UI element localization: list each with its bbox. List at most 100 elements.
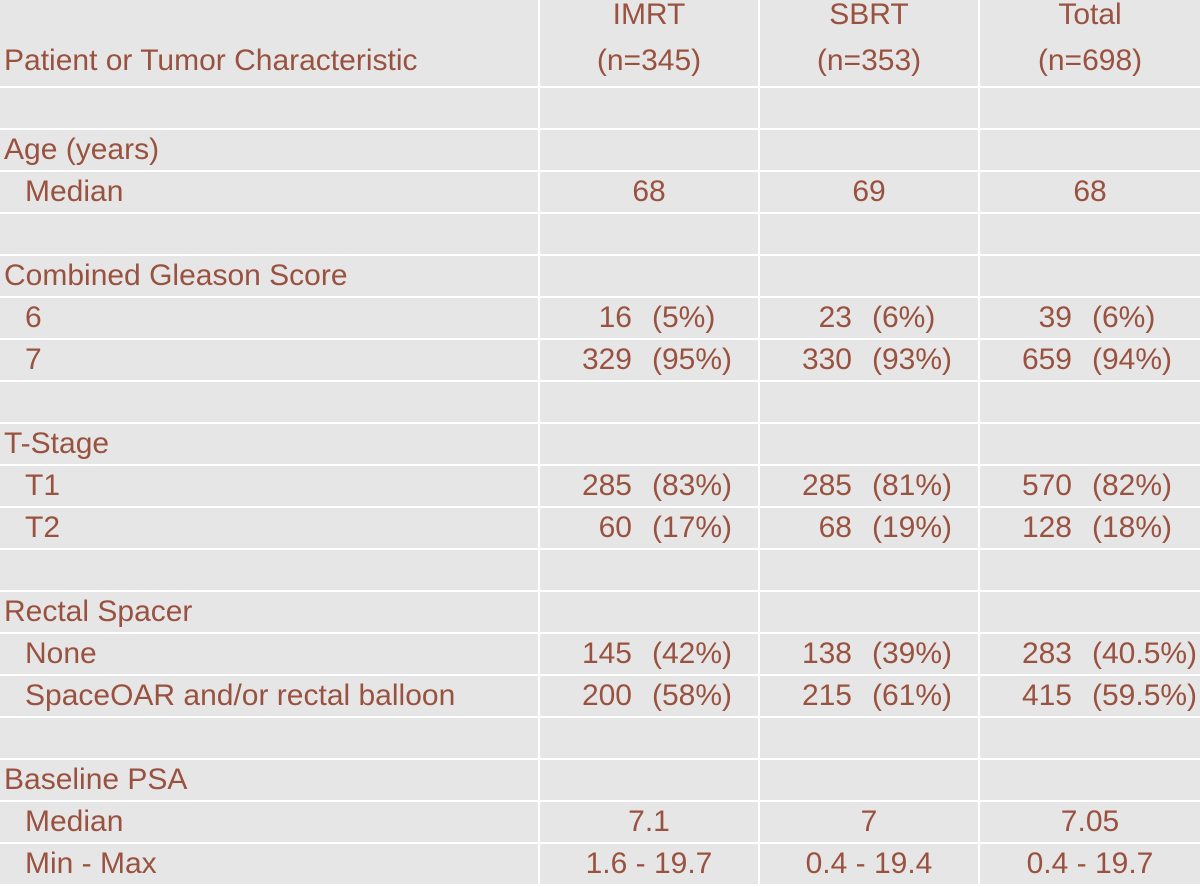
- blank-cell: [540, 88, 758, 128]
- blank-cell: [980, 382, 1200, 422]
- blank-cell: [760, 88, 978, 128]
- count: 23: [818, 301, 852, 334]
- blank-cell: [760, 130, 978, 170]
- count: 415: [1021, 679, 1072, 712]
- column-name: IMRT: [612, 0, 686, 31]
- header-text: Patient or Tumor Characteristic: [4, 44, 418, 77]
- value-cell: 415 (59.5%): [980, 676, 1200, 716]
- count: 200: [581, 679, 632, 712]
- percent: (82%): [1092, 469, 1173, 502]
- value-cell: 60 (17%): [540, 508, 758, 548]
- value-cell: 145 (42%): [540, 634, 758, 674]
- column-n: (n=345): [596, 44, 702, 77]
- row-label: Min - Max: [0, 844, 538, 884]
- count: 329: [581, 343, 632, 376]
- blank-cell: [540, 130, 758, 170]
- count: 60: [598, 511, 632, 544]
- value-cell: 7.1: [540, 802, 758, 842]
- percent: (58%): [652, 679, 733, 712]
- percent: (6%): [1092, 301, 1156, 334]
- row-label: 6: [0, 298, 538, 338]
- row-label: T2: [0, 508, 538, 548]
- value-cell: 128 (18%): [980, 508, 1200, 548]
- count: 659: [1021, 343, 1072, 376]
- percent: (95%): [652, 343, 733, 376]
- value-cell: 0.4 - 19.7: [980, 844, 1200, 884]
- value-cell: 283 (40.5%): [980, 634, 1200, 674]
- blank-cell: [540, 382, 758, 422]
- value-cell: 7.05: [980, 802, 1200, 842]
- column-n: (n=698): [1037, 44, 1143, 77]
- value-cell: 0.4 - 19.4: [760, 844, 978, 884]
- percent: (19%): [872, 511, 953, 544]
- value-cell: 68: [980, 172, 1200, 212]
- value-cell: 329 (95%): [540, 340, 758, 380]
- count: 570: [1021, 469, 1072, 502]
- blank-cell: [540, 256, 758, 296]
- value-cell: 330 (93%): [760, 340, 978, 380]
- blank-cell: [980, 550, 1200, 590]
- blank-cell: [980, 130, 1200, 170]
- header-cell: Total (n=698): [980, 0, 1200, 86]
- percent: (6%): [872, 301, 936, 334]
- percent: (59.5%): [1092, 679, 1198, 712]
- section-title: Baseline PSA: [0, 760, 538, 800]
- count: 285: [801, 469, 852, 502]
- blank-cell: [0, 214, 538, 254]
- percent: (17%): [652, 511, 733, 544]
- count: 68: [818, 511, 852, 544]
- blank-cell: [540, 214, 758, 254]
- value-cell: 285 (81%): [760, 466, 978, 506]
- row-label: Median: [0, 172, 538, 212]
- value-cell: 68: [540, 172, 758, 212]
- blank-cell: [980, 88, 1200, 128]
- blank-cell: [760, 592, 978, 632]
- count: 16: [598, 301, 632, 334]
- value-cell: 138 (39%): [760, 634, 978, 674]
- column-n: (n=353): [816, 44, 922, 77]
- blank-cell: [980, 592, 1200, 632]
- value-cell: 16 (5%): [540, 298, 758, 338]
- header-cell: Patient or Tumor Characteristic: [0, 0, 538, 86]
- count: 128: [1021, 511, 1072, 544]
- section-title: Rectal Spacer: [0, 592, 538, 632]
- blank-cell: [980, 424, 1200, 464]
- blank-cell: [540, 760, 758, 800]
- percent: (94%): [1092, 343, 1173, 376]
- header-cell: IMRT (n=345): [540, 0, 758, 86]
- blank-cell: [760, 382, 978, 422]
- row-label: T1: [0, 466, 538, 506]
- percent: (61%): [872, 679, 953, 712]
- value-cell: 200 (58%): [540, 676, 758, 716]
- blank-cell: [760, 256, 978, 296]
- blank-cell: [760, 424, 978, 464]
- value-cell: 7: [760, 802, 978, 842]
- blank-cell: [0, 550, 538, 590]
- blank-cell: [760, 550, 978, 590]
- row-label: 7: [0, 340, 538, 380]
- blank-cell: [540, 718, 758, 758]
- value-cell: 659 (94%): [980, 340, 1200, 380]
- count: 285: [581, 469, 632, 502]
- blank-cell: [540, 424, 758, 464]
- value-cell: 23 (6%): [760, 298, 978, 338]
- percent: (40.5%): [1092, 637, 1198, 670]
- column-name: Total: [1058, 0, 1122, 31]
- count: 39: [1038, 301, 1072, 334]
- value-cell: 69: [760, 172, 978, 212]
- blank-cell: [760, 760, 978, 800]
- blank-cell: [980, 760, 1200, 800]
- section-title: T-Stage: [0, 424, 538, 464]
- percent: (39%): [872, 637, 953, 670]
- blank-cell: [0, 382, 538, 422]
- blank-cell: [0, 718, 538, 758]
- count: 138: [801, 637, 852, 670]
- count: 283: [1021, 637, 1072, 670]
- percent: (42%): [652, 637, 733, 670]
- section-title: Combined Gleason Score: [0, 256, 538, 296]
- value-cell: 39 (6%): [980, 298, 1200, 338]
- percent: (81%): [872, 469, 953, 502]
- column-name: SBRT: [829, 0, 909, 31]
- percent: (5%): [652, 301, 716, 334]
